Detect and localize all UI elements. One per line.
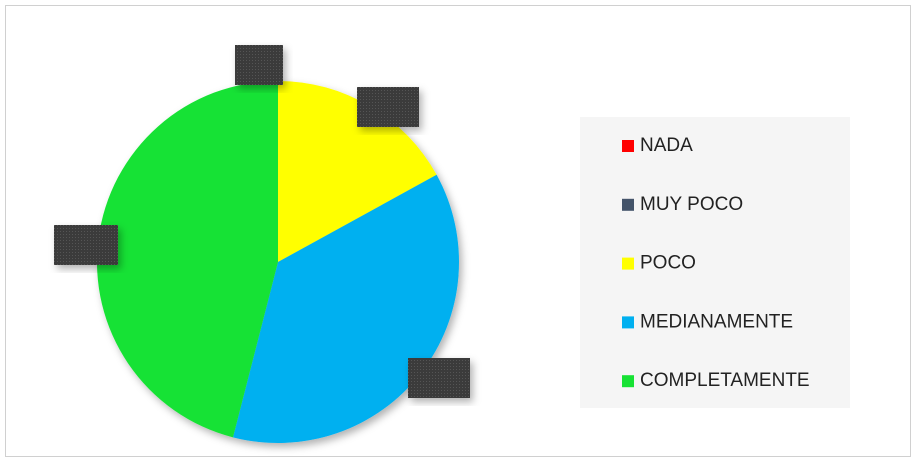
label-box [54,225,118,265]
label-box [235,45,283,85]
legend-label: COMPLETAMENTE [640,370,810,391]
pie-slice [97,81,278,438]
pie [97,81,459,443]
legend-swatch [622,257,634,270]
label-boxes [54,45,470,398]
legend [580,117,850,408]
legend-swatch [622,375,634,388]
label-box [408,358,470,398]
label-box [357,87,419,127]
legend-swatch [622,198,634,211]
legend-label: NADA [640,135,693,156]
legend-label: MUY POCO [640,194,743,215]
legend-swatch [622,316,634,329]
legend-swatch [622,140,634,152]
legend-label: POCO [640,253,696,274]
legend-label: MEDIANAMENTE [640,311,793,332]
pie-slice [232,174,459,443]
